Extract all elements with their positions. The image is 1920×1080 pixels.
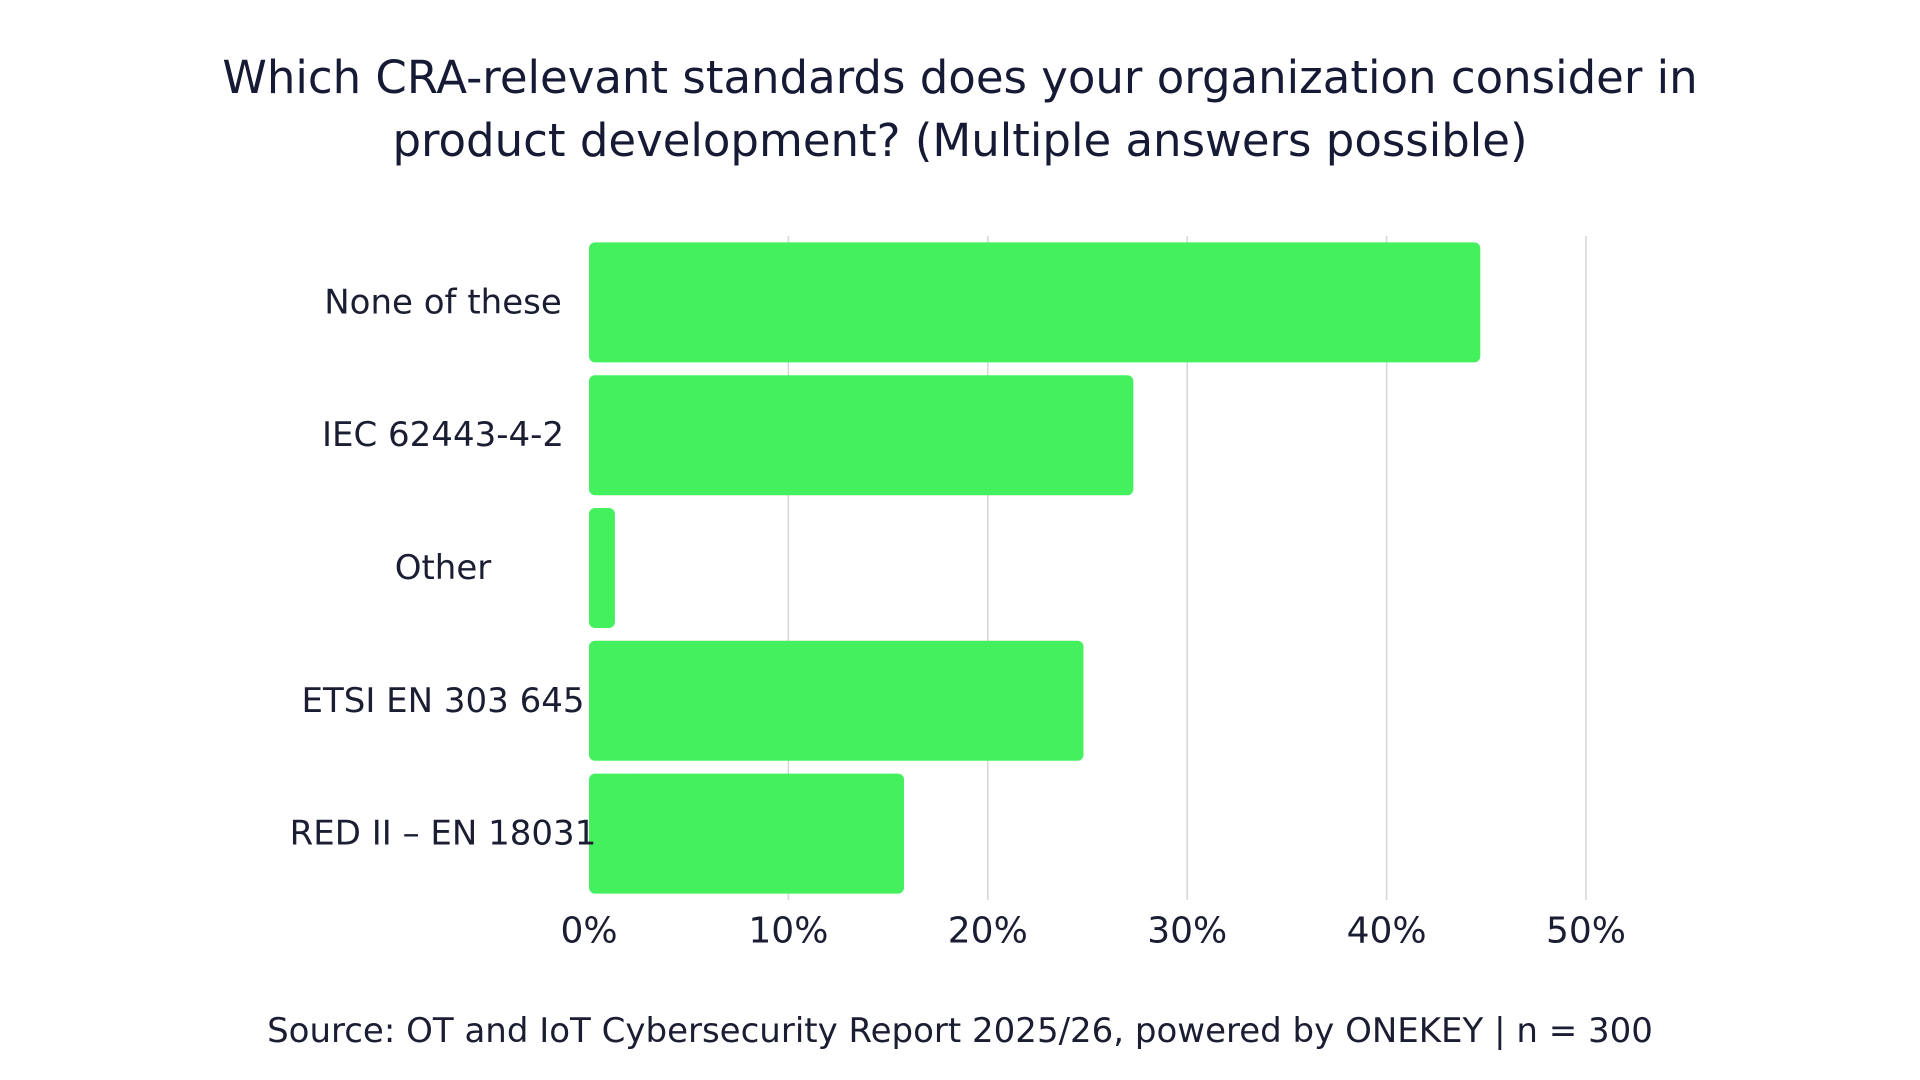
x-tick-label-5: 50% xyxy=(1546,911,1626,952)
bar-1 xyxy=(589,375,1134,496)
x-tick-label-1: 10% xyxy=(748,911,828,952)
category-labels: None of these IEC 62443-4-2 Other ETSI EN 3… xyxy=(290,282,597,853)
category-label-2: Other xyxy=(395,548,492,588)
bar-4 xyxy=(589,773,905,894)
bars xyxy=(589,242,1481,894)
source-note: Source: OT and IoT Cybersecurity Report … xyxy=(267,1011,1653,1051)
x-tick-label-0: 0% xyxy=(560,911,617,952)
x-tick-labels: 0% 10% 20% 30% 40% 50% xyxy=(560,911,1626,952)
bar-2 xyxy=(589,508,615,628)
category-label-1: IEC 62443-4-2 xyxy=(322,415,564,455)
bar-0 xyxy=(589,242,1481,363)
category-label-0: None of these xyxy=(324,282,562,322)
category-label-4: RED II – EN 18031 xyxy=(290,814,597,854)
bar-3 xyxy=(589,640,1084,761)
category-label-3: ETSI EN 303 645 xyxy=(302,681,585,721)
chart-title-line-2: product development? (Multiple answers p… xyxy=(392,114,1528,167)
chart-title: Which CRA-relevant standards does your o… xyxy=(160,46,1760,172)
x-tick-label-4: 40% xyxy=(1347,911,1427,952)
x-tick-label-2: 20% xyxy=(948,911,1028,952)
x-tick-label-3: 30% xyxy=(1147,911,1227,952)
chart-title-line-1: Which CRA-relevant standards does your o… xyxy=(222,51,1698,104)
